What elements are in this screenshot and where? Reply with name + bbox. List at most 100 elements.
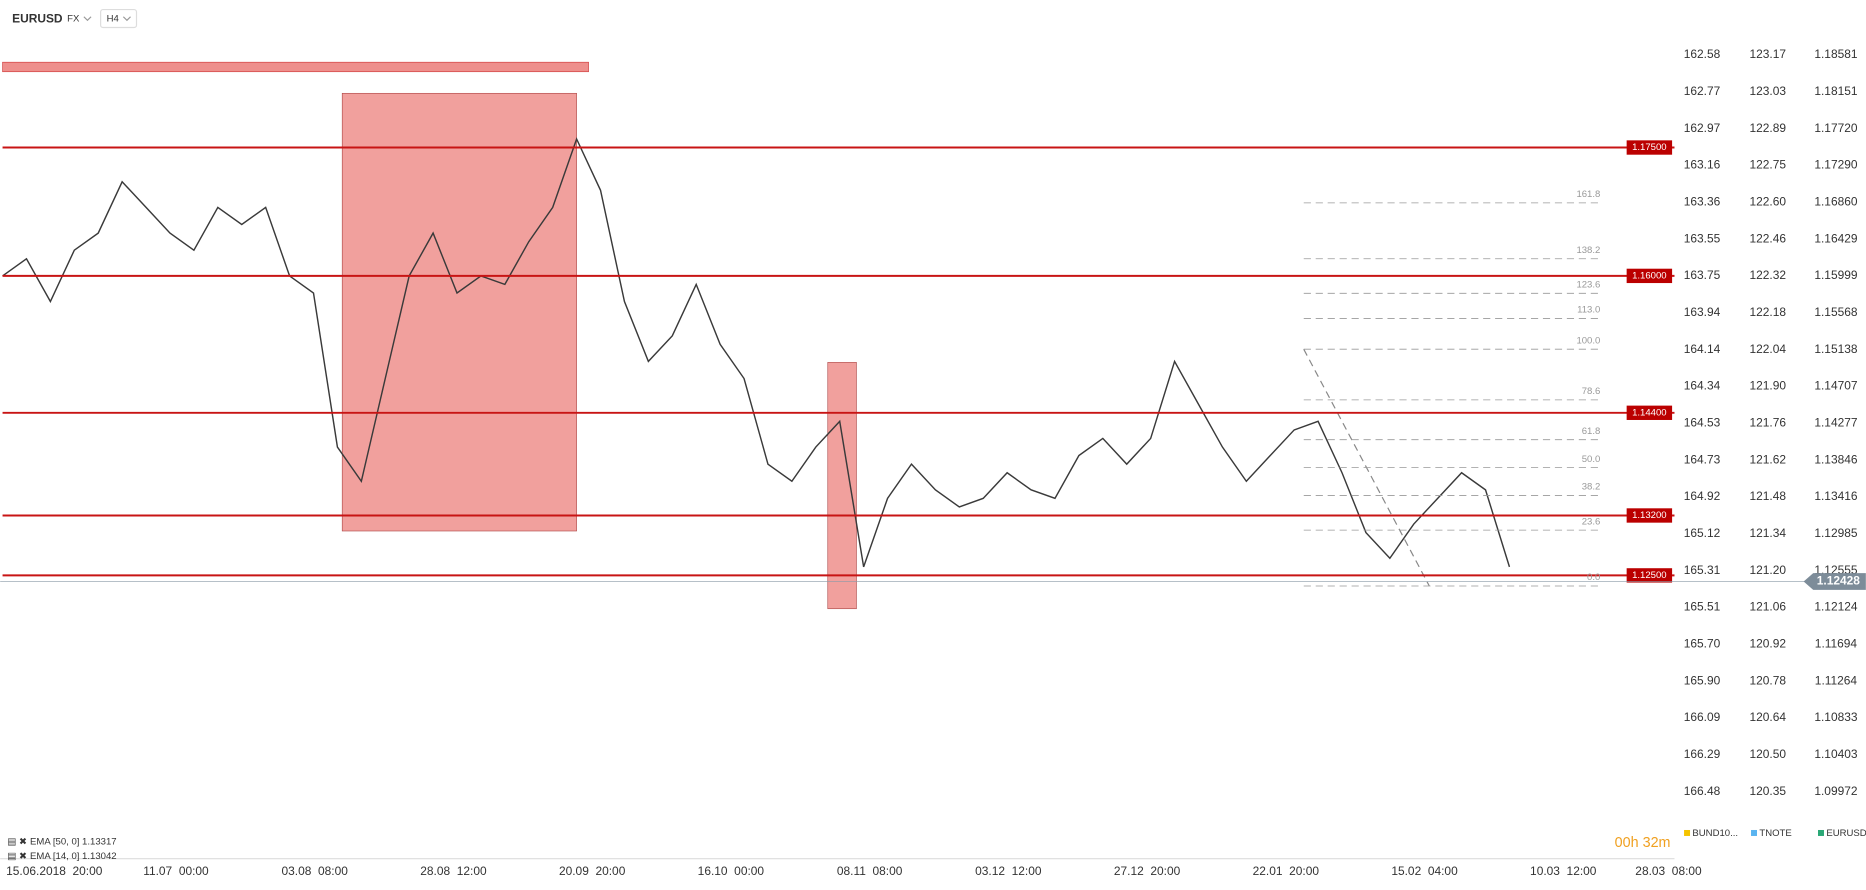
price-tick-label: 122.46: [1750, 231, 1787, 245]
level-label: 1.16000: [1632, 270, 1667, 281]
price-tick-label: 166.29: [1684, 747, 1721, 761]
price-tick-label: 163.36: [1684, 195, 1721, 209]
price-tick-label: 122.60: [1750, 195, 1787, 209]
time-label: 10.03 12:00: [1530, 864, 1597, 878]
price-tick-label: 165.90: [1684, 673, 1721, 687]
legend-swatch: [1684, 829, 1691, 836]
price-tick-label: 165.51: [1684, 600, 1721, 614]
price-tick-label: 122.04: [1750, 342, 1787, 356]
price-tick-label: 121.48: [1750, 489, 1787, 503]
price-tick-label: 122.18: [1750, 305, 1787, 319]
price-tick-label: 123.03: [1750, 84, 1787, 98]
level-tag: [1626, 568, 1673, 583]
price-tick-label: 121.62: [1750, 452, 1787, 466]
time-label: 11.07 00:00: [143, 864, 209, 878]
price-tick-label: 1.18581: [1814, 47, 1858, 61]
price-tick-label: 1.15568: [1814, 305, 1858, 319]
price-tick-label: 162.58: [1684, 47, 1721, 61]
price-tick-label: 1.12124: [1814, 600, 1858, 614]
fib-label: 100.0: [1576, 335, 1600, 346]
price-tick-label: 166.09: [1684, 710, 1721, 724]
fib-label: 161.8: [1576, 189, 1600, 200]
interval[interactable]: H4: [107, 14, 120, 25]
price-tick-label: 165.70: [1684, 637, 1721, 651]
time-label: 22.01 20:00: [1253, 864, 1320, 878]
time-label: 20.09 20:00: [559, 864, 626, 878]
level-tag: [1626, 268, 1673, 284]
price-tick-label: 1.10403: [1814, 747, 1858, 761]
price-tick-label: 164.53: [1684, 416, 1721, 430]
price-tick-label: 121.20: [1750, 563, 1787, 577]
price-tick-label: 1.17720: [1814, 121, 1858, 135]
price-tick-label: 166.48: [1684, 784, 1721, 798]
price-tick-label: 121.34: [1750, 526, 1787, 540]
price-tick-label: 164.34: [1684, 379, 1721, 393]
price-tick-label: 122.89: [1750, 121, 1787, 135]
indicator: EMA [50, 0] 1.13317: [30, 836, 117, 847]
fib-label: 113.0: [1577, 305, 1600, 316]
fib-label: 138.2: [1576, 245, 1600, 256]
price-tick-label: 120.92: [1750, 637, 1787, 651]
current-price-tag: [1803, 573, 1866, 590]
time-label: 15.06.2018 20:00: [6, 864, 103, 878]
price-tick-label: 1.11264: [1815, 673, 1858, 687]
fib-label: 23.6: [1582, 516, 1601, 527]
price-tick-label: 164.14: [1684, 342, 1721, 356]
time-label: 28.08 12:00: [420, 864, 487, 878]
price-tick-label: 1.11694: [1815, 637, 1858, 651]
market[interactable]: FX: [67, 14, 80, 25]
level-label: 1.13200: [1632, 510, 1667, 521]
zone: [2, 61, 589, 73]
time-label: 27.12 20:00: [1114, 864, 1181, 878]
price-tick-label: 163.75: [1684, 268, 1721, 282]
price-tick-label: 120.35: [1750, 784, 1787, 798]
zone: [827, 362, 857, 610]
price-tick-label: 163.55: [1684, 231, 1721, 245]
price-tick-label: 121.06: [1750, 600, 1787, 614]
time-label: 28.03 08:00: [1635, 864, 1702, 878]
level-label: 1.14400: [1632, 407, 1667, 418]
price-tick-label: 121.76: [1750, 416, 1787, 430]
price-tick-label: 164.73: [1684, 452, 1721, 466]
dropdown-arrow: [122, 16, 131, 22]
price-tick-label: 120.50: [1750, 747, 1787, 761]
time-label: 08.11 08:00: [837, 864, 903, 878]
indicator: EMA [14, 0] 1.13042: [30, 851, 117, 862]
interval-box[interactable]: [100, 8, 138, 29]
price-tick-label: 1.17290: [1814, 158, 1858, 172]
legend-entry[interactable]: EURUSD: [1826, 828, 1866, 839]
price-tick-label: 1.15999: [1814, 268, 1858, 282]
symbol[interactable]: EURUSD: [12, 11, 63, 25]
price-tick-label: 164.92: [1684, 489, 1721, 503]
fib-label: 78.6: [1582, 386, 1601, 397]
fib-label: 38.2: [1582, 482, 1601, 493]
fib-label: 61.8: [1582, 426, 1601, 437]
price-tick-label: 122.32: [1750, 268, 1787, 282]
price-tick-label: 162.97: [1684, 121, 1721, 135]
legend-entry[interactable]: BUND10...: [1692, 828, 1738, 839]
legend-swatch: [1818, 829, 1824, 836]
zone: [341, 92, 577, 532]
price-tick-label: 163.94: [1684, 305, 1721, 319]
price-tick-label: 1.13846: [1814, 452, 1858, 466]
price-line: [2, 137, 1511, 568]
indicator-icon[interactable]: ▤ ✖: [7, 836, 27, 847]
time-label: 15.02 04:00: [1391, 864, 1458, 878]
price-tick-label: 122.75: [1750, 158, 1787, 172]
price-tick-label: 120.78: [1750, 673, 1787, 687]
price-tick-label: 1.18151: [1814, 84, 1858, 98]
level-tag: [1626, 508, 1673, 523]
time-label: 03.12 12:00: [975, 864, 1042, 878]
legend-swatch: [1751, 829, 1758, 836]
time-label: 16.10 00:00: [698, 864, 765, 878]
price-tick-label: 1.09972: [1814, 784, 1858, 798]
price-tick-label: 1.12985: [1814, 526, 1858, 540]
price-tick-label: 1.16429: [1814, 231, 1858, 245]
fib-label: 50.0: [1582, 454, 1601, 465]
price-tick-label: 123.17: [1750, 47, 1787, 61]
level-tag: [1626, 405, 1673, 420]
legend-entry[interactable]: TNOTE: [1759, 828, 1791, 839]
indicator-icon[interactable]: ▤ ✖: [7, 851, 27, 862]
price-tick-label: 120.64: [1750, 710, 1787, 724]
